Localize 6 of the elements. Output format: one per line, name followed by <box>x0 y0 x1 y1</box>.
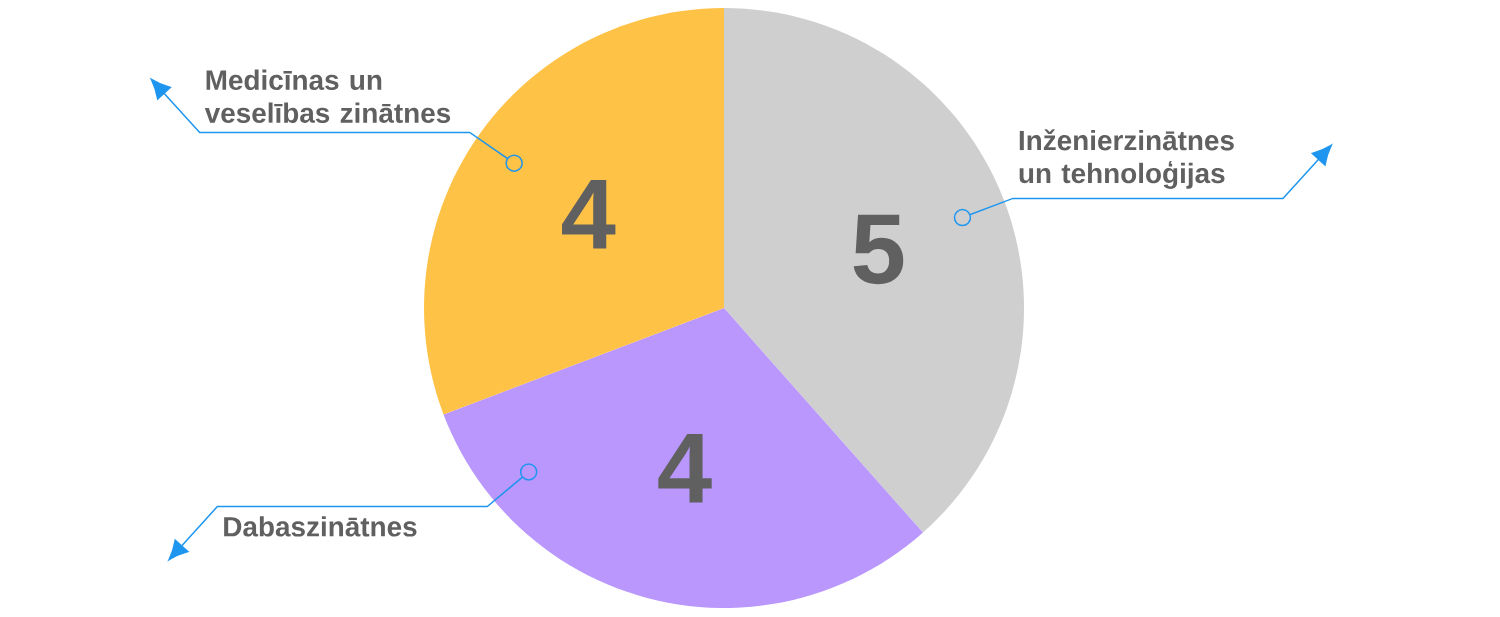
data-label: 4 <box>562 179 616 249</box>
data-label: 4 <box>658 433 712 503</box>
slice-label: Medicīnas un veselības zinātnes <box>204 69 451 123</box>
slice-label: Inženierzinātnes un tehnoloģijas <box>1019 129 1234 189</box>
slice-label: Dabaszinātnes <box>224 516 417 537</box>
data-label: 5 <box>853 214 904 285</box>
